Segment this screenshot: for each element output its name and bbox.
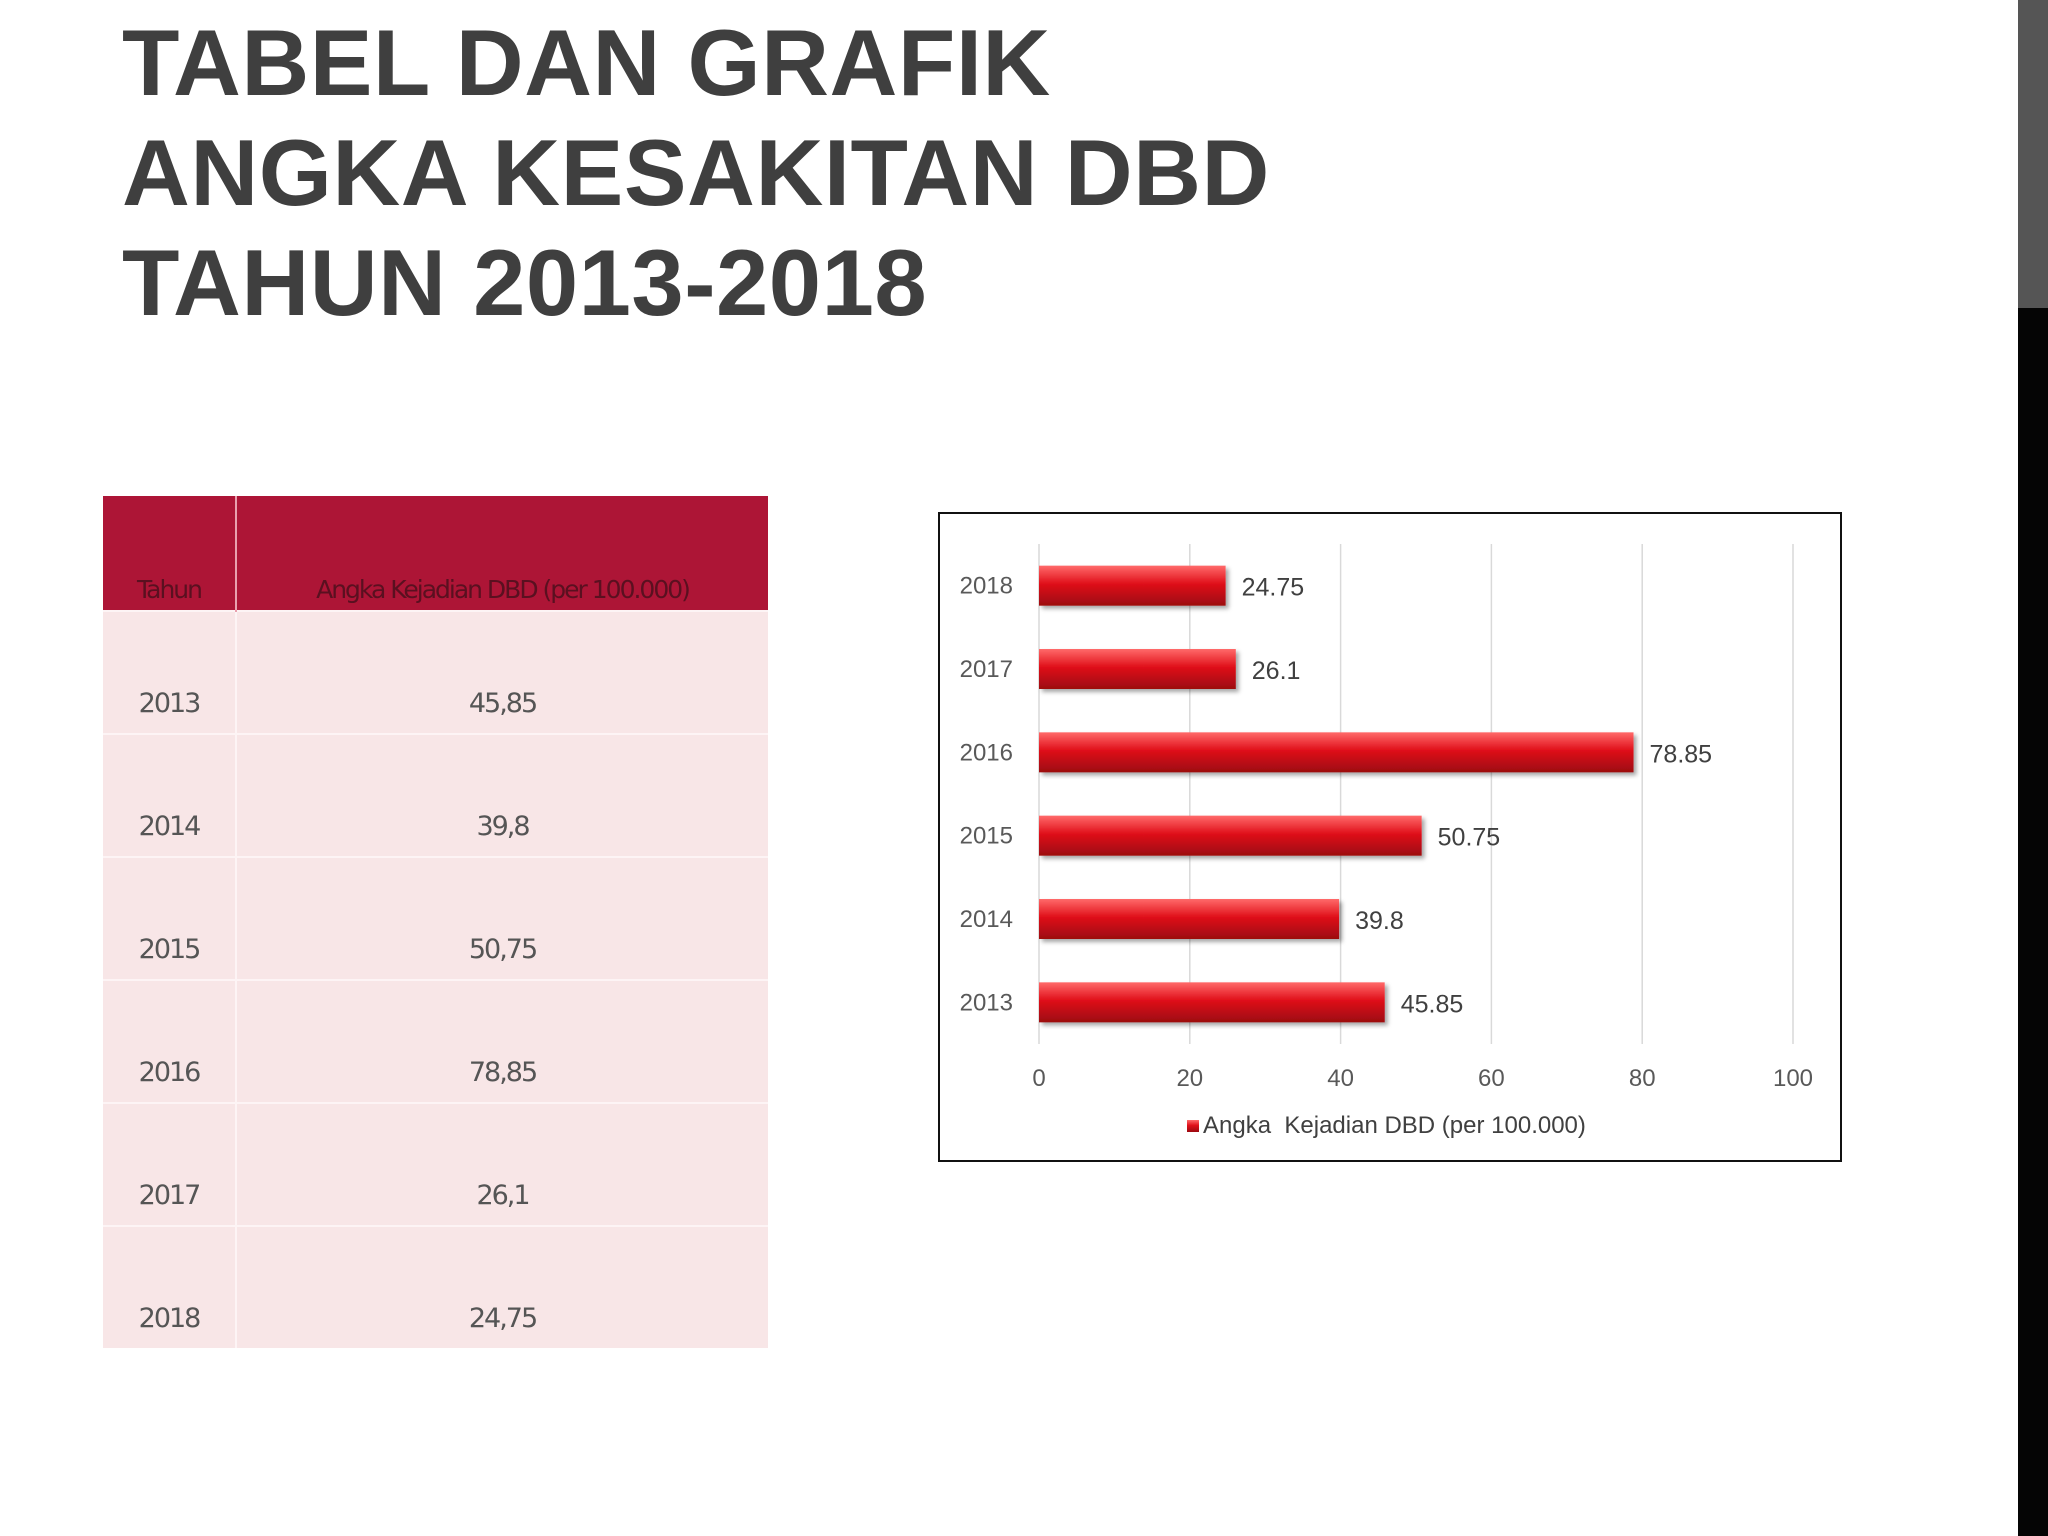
data-label: 39.8 bbox=[1355, 907, 1404, 935]
table-cell-year: 2015 bbox=[103, 856, 236, 980]
table-cell-value: 78,85 bbox=[235, 979, 768, 1103]
table-cell-value: 24,75 bbox=[235, 1225, 768, 1348]
x-tick-label: 0 bbox=[1032, 1065, 1045, 1092]
table-row: 2013 45,85 bbox=[103, 610, 768, 734]
bar bbox=[1039, 649, 1236, 689]
legend-swatch bbox=[1187, 1120, 1199, 1132]
table-cell-value: 39,8 bbox=[235, 733, 768, 857]
table-cell-year: 2016 bbox=[103, 979, 236, 1103]
bar-chart: 0 20 40 60 80 100 2013 45.85 2014 39.8 2015 50.75 20… bbox=[938, 512, 1842, 1162]
data-label: 45.85 bbox=[1401, 990, 1464, 1018]
table-header-incidence: Angka Kejadian DBD (per 100.000) bbox=[235, 496, 768, 611]
bar bbox=[1039, 565, 1226, 606]
data-label: 24.75 bbox=[1242, 574, 1305, 602]
table-cell-value: 45,85 bbox=[235, 610, 768, 734]
table-row: 2018 24,75 bbox=[103, 1225, 768, 1348]
x-tick-label: 60 bbox=[1478, 1065, 1505, 1092]
table-row: 2016 78,85 bbox=[103, 979, 768, 1103]
data-label: 78.85 bbox=[1650, 740, 1713, 768]
bar-chart-svg: 0 20 40 60 80 100 2013 45.85 2014 39.8 2015 50.75 20… bbox=[960, 544, 1813, 1139]
table-cell-value: 50,75 bbox=[235, 856, 768, 980]
x-tick-label: 20 bbox=[1176, 1065, 1203, 1092]
table-header-year: Tahun bbox=[103, 496, 236, 611]
edge-dark-bar bbox=[2018, 308, 2048, 1536]
legend-label: Angka Kejadian DBD (per 100.000) bbox=[1203, 1112, 1586, 1139]
table-cell-year: 2017 bbox=[103, 1102, 236, 1226]
edge-accent-bar bbox=[2018, 0, 2048, 308]
title-line-1: TABEL DAN GRAFIK bbox=[122, 10, 1051, 115]
bar bbox=[1039, 815, 1422, 856]
y-tick-label: 2016 bbox=[960, 739, 1013, 766]
y-tick-label: 2013 bbox=[960, 989, 1013, 1016]
table-row: 2017 26,1 bbox=[103, 1102, 768, 1226]
data-table: Tahun Angka Kejadian DBD (per 100.000) 2… bbox=[103, 496, 768, 1348]
table-row: 2015 50,75 bbox=[103, 856, 768, 980]
title-line-2: ANGKA KESAKITAN DBD bbox=[122, 120, 1270, 225]
data-label: 26.1 bbox=[1252, 657, 1301, 685]
y-tick-label: 2014 bbox=[960, 906, 1013, 933]
bar bbox=[1039, 732, 1634, 773]
x-tick-label: 80 bbox=[1629, 1065, 1656, 1092]
data-label: 50.75 bbox=[1438, 824, 1501, 852]
y-tick-label: 2018 bbox=[960, 573, 1013, 600]
title-line-3: TAHUN 2013-2018 bbox=[122, 230, 928, 335]
table-header-row: Tahun Angka Kejadian DBD (per 100.000) bbox=[103, 496, 768, 611]
table-cell-year: 2014 bbox=[103, 733, 236, 857]
x-tick-label: 40 bbox=[1327, 1065, 1354, 1092]
y-tick-label: 2015 bbox=[960, 823, 1013, 850]
slide-title: TABEL DAN GRAFIK ANGKA KESAKITAN DBD TAH… bbox=[122, 8, 1270, 338]
table-row: 2014 39,8 bbox=[103, 733, 768, 857]
y-tick-label: 2017 bbox=[960, 656, 1013, 683]
x-tick-label: 100 bbox=[1773, 1065, 1813, 1092]
bar bbox=[1039, 982, 1385, 1023]
table-cell-year: 2018 bbox=[103, 1225, 236, 1348]
bar bbox=[1039, 899, 1340, 939]
table-cell-value: 26,1 bbox=[235, 1102, 768, 1226]
table-cell-year: 2013 bbox=[103, 610, 236, 734]
